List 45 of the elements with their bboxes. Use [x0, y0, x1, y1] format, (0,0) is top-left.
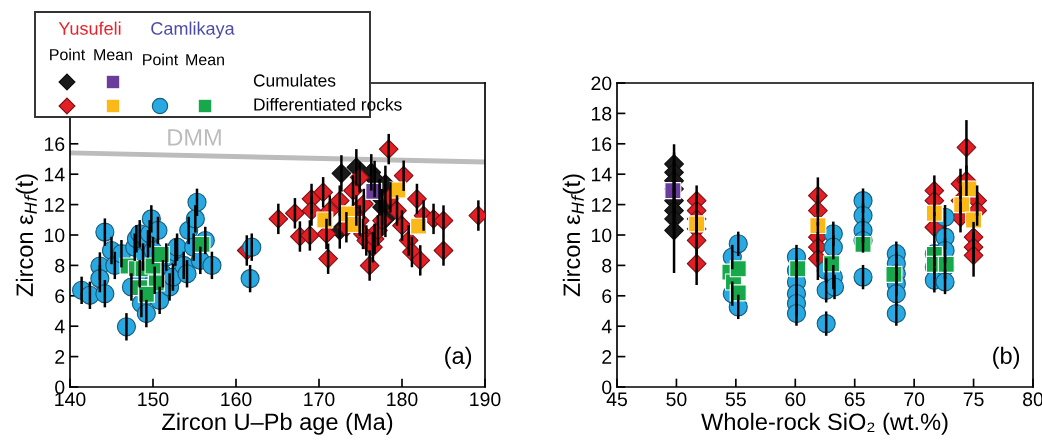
x-tick-label: 190	[470, 392, 501, 407]
series-label: DMM	[168, 129, 221, 146]
annotation: Cumulates	[253, 73, 336, 87]
y-tick-label: 4	[601, 319, 612, 334]
text: Mean	[94, 49, 132, 61]
y-axis-title: Zircon ε$_{Hf}$(t)	[562, 174, 585, 297]
y-tick-label: 10	[45, 228, 65, 243]
y-tick-label: 8	[55, 258, 65, 273]
x-tick-label: 75	[963, 392, 984, 407]
text: Point	[50, 48, 86, 61]
x-tick-label: 140	[55, 392, 86, 407]
y-tick-label: 16	[592, 137, 612, 152]
y-tick-label: 20	[591, 76, 612, 91]
text: Yusufeli	[58, 21, 121, 35]
y-tick-label: 6	[55, 289, 65, 304]
y-tick-label: 2	[55, 350, 65, 364]
x-tick-label: 170	[304, 392, 335, 407]
x-tick-label: 150	[138, 392, 169, 407]
text: Mean	[186, 54, 224, 66]
x-axis-title: Whole-rock SiO₂ (wt.%)	[701, 412, 948, 435]
y-tick-label: 14	[45, 167, 65, 182]
x-tick-label: 70	[904, 392, 925, 407]
text: Camlikaya	[151, 21, 235, 39]
y-tick-label: 10	[592, 228, 612, 243]
y-tick-label: 6	[602, 289, 612, 304]
annotation: (b)	[993, 346, 1020, 369]
x-tick-label: 160	[221, 392, 252, 407]
y-tick-label: 4	[54, 319, 65, 334]
x-axis-title: Zircon U–Pb age (Ma)	[162, 412, 393, 435]
y-tick-label: 12	[592, 198, 612, 212]
y-tick-label: 18	[592, 106, 612, 121]
x-tick-label: 60	[785, 392, 806, 407]
y-tick-label: 0	[55, 380, 65, 395]
y-tick-label: 2	[602, 350, 612, 364]
y-axis-title: Zircon ε$_{Hf}$(t)	[15, 174, 38, 297]
text: Point	[143, 53, 179, 66]
annotation: (a)	[445, 346, 472, 369]
x-tick-label: 65	[844, 392, 865, 407]
x-tick-label: 50	[666, 392, 687, 407]
x-tick-label: 55	[725, 392, 746, 407]
x-tick-label: 180	[387, 392, 418, 407]
y-tick-label: 12	[45, 198, 65, 212]
y-tick-label: 14	[592, 167, 612, 182]
y-tick-label: 8	[602, 258, 612, 273]
y-tick-label: 16	[45, 137, 65, 152]
